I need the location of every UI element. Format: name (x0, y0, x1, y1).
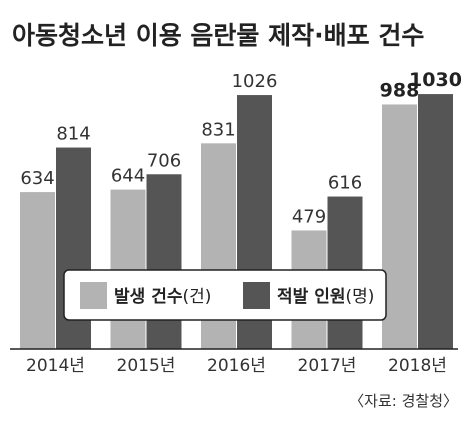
legend-swatch-arrests (243, 282, 270, 309)
category-labels: 2014년 2015년 2016년 2017년 2018년 (26, 356, 447, 376)
legend-unit-incidents: (건) (182, 287, 211, 307)
legend-label-arrests: 적발 인원(명) (277, 287, 374, 307)
value-label-arrests-4: 1030 (409, 69, 462, 91)
value-label-arrests-0: 814 (56, 124, 90, 145)
value-label-arrests-3: 616 (328, 173, 362, 194)
legend-box (63, 269, 387, 321)
legend-swatch-incidents (80, 282, 107, 309)
legend-label-incidents: 발생 건수(건) (114, 287, 211, 307)
category-label-1: 2015년 (117, 356, 176, 376)
value-label-arrests-1: 706 (147, 150, 181, 171)
legend-unit-arrests: (명) (345, 287, 374, 307)
category-label-0: 2014년 (26, 356, 85, 376)
category-label-4: 2018년 (388, 356, 447, 376)
bar-incidents-4 (382, 104, 417, 349)
bar-arrests-4 (418, 94, 453, 349)
bar-incidents-0 (20, 192, 55, 349)
value-label-incidents-2: 831 (201, 119, 235, 140)
legend: 발생 건수(건) 적발 인원(명) (63, 269, 387, 321)
legend-name-incidents: 발생 건수 (114, 287, 183, 307)
value-label-incidents-1: 644 (111, 166, 145, 187)
value-label-arrests-2: 1026 (232, 71, 278, 92)
value-label-incidents-3: 479 (292, 206, 326, 227)
category-label-2: 2016년 (207, 356, 266, 376)
legend-name-arrests: 적발 인원 (277, 287, 345, 307)
bar-arrests-1 (146, 174, 182, 349)
chart-title: 아동청소년 이용 음란물 제작·배포 건수 (12, 21, 424, 50)
source-note: 〈자료: 경찰청〉 (349, 392, 458, 410)
value-label-incidents-4: 988 (380, 79, 420, 101)
category-label-3: 2017년 (298, 356, 357, 376)
value-label-incidents-0: 634 (20, 168, 54, 189)
